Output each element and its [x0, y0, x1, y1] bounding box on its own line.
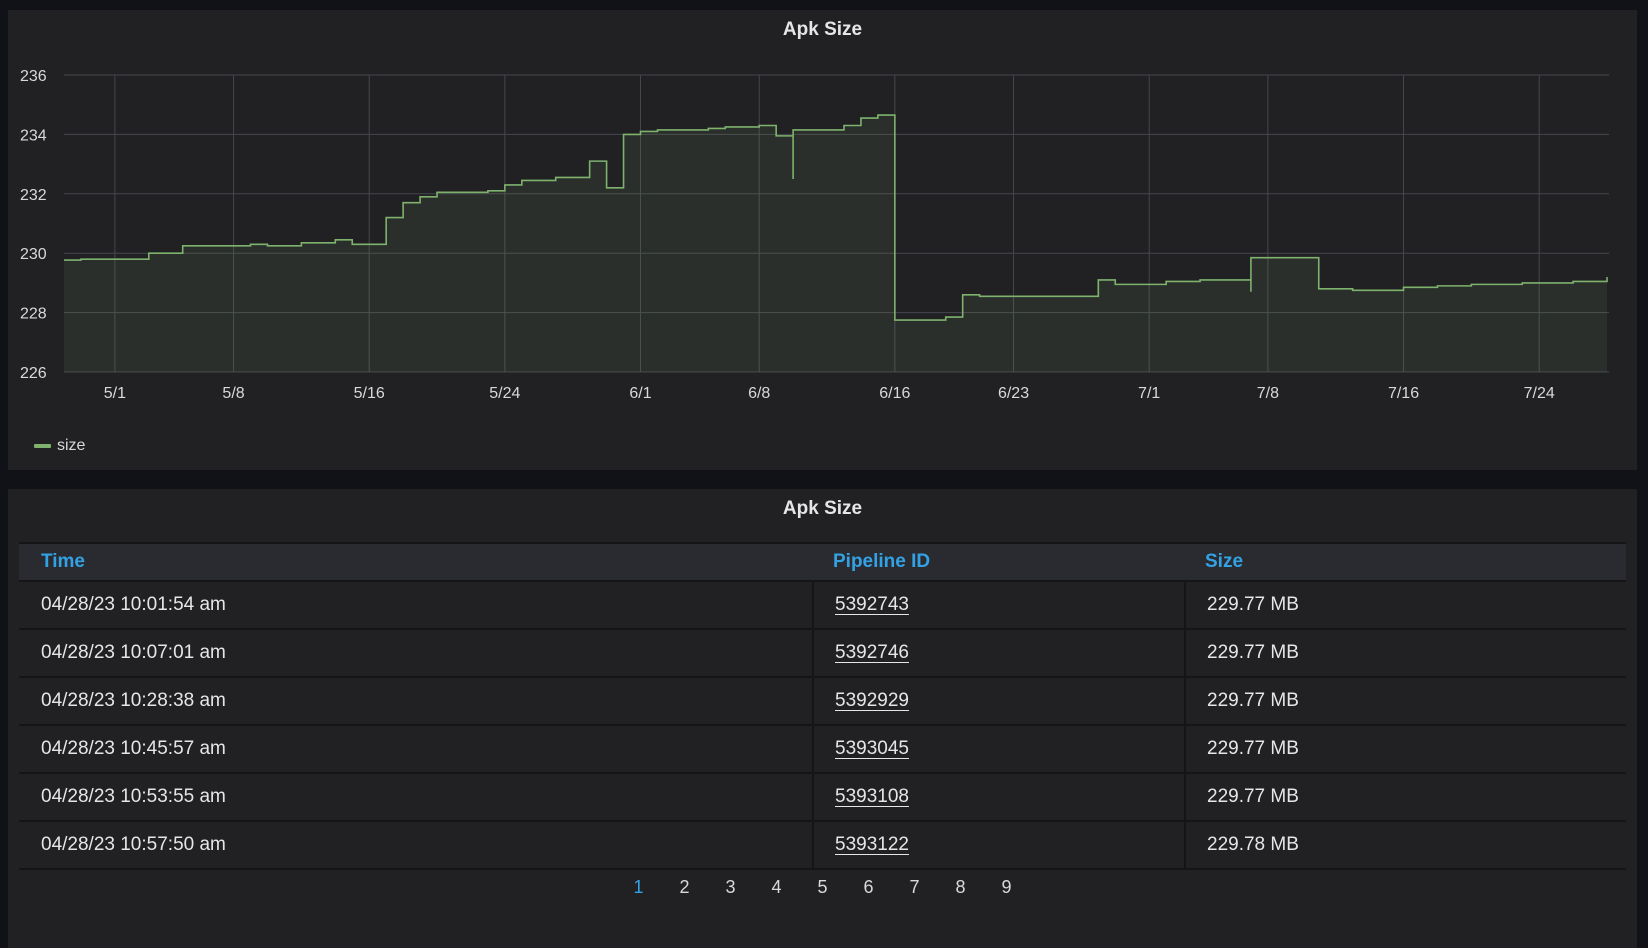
column-header-time[interactable]: Time [41, 551, 86, 572]
x-tick-label: 6/8 [748, 385, 770, 402]
page-button-1[interactable]: 1 [633, 877, 644, 897]
y-tick-label: 236 [20, 68, 47, 85]
y-tick-label: 232 [20, 187, 47, 204]
x-tick-label: 5/8 [222, 385, 244, 402]
page-button-9[interactable]: 9 [1001, 877, 1012, 897]
column-header-pipeline-id[interactable]: Pipeline ID [833, 551, 931, 572]
cell-pipeline-id: 5393108 [812, 774, 1184, 820]
cell-time: 04/28/23 10:57:50 am [41, 834, 226, 855]
page-button-8[interactable]: 8 [955, 877, 966, 897]
cell-pipeline-id: 5392929 [812, 678, 1184, 724]
x-tick-label: 5/16 [354, 385, 385, 402]
cell-time: 04/28/23 10:28:38 am [41, 690, 226, 711]
cell-size: 229.78 MB [1184, 822, 1626, 868]
table-row: 04/28/23 10:53:55 am 5393108 229.77 MB [19, 774, 1626, 822]
page-button-6[interactable]: 6 [863, 877, 874, 897]
x-tick-label: 6/1 [629, 385, 651, 402]
x-tick-label: 7/8 [1257, 385, 1279, 402]
pagination: 1 2 3 4 5 6 7 8 9 [8, 877, 1637, 898]
x-tick-label: 7/24 [1524, 385, 1555, 402]
cell-pipeline-id: 5392743 [812, 582, 1184, 628]
y-tick-label: 234 [20, 127, 47, 144]
cell-time: 04/28/23 10:53:55 am [41, 786, 226, 807]
page-button-4[interactable]: 4 [771, 877, 782, 897]
x-tick-label: 5/24 [489, 385, 520, 402]
apk-size-chart[interactable]: 236 234 232 230 228 226 5/1 5/8 5/16 5/24 6/1 6/8 6/… [8, 10, 1637, 470]
cell-time: 04/28/23 10:07:01 am [41, 642, 226, 663]
series-area-size [64, 115, 1607, 372]
pipeline-id-link[interactable]: 5392743 [835, 594, 909, 615]
cell-time: 04/28/23 10:45:57 am [41, 738, 226, 759]
column-header-size[interactable]: Size [1205, 551, 1244, 572]
cell-time: 04/28/23 10:01:54 am [41, 594, 226, 615]
pipeline-id-link[interactable]: 5393108 [835, 786, 909, 807]
page-button-5[interactable]: 5 [817, 877, 828, 897]
cell-size: 229.77 MB [1184, 582, 1626, 628]
table-row: 04/28/23 10:01:54 am 5392743 229.77 MB [19, 582, 1626, 630]
x-tick-label: 6/16 [879, 385, 910, 402]
pipeline-id-link[interactable]: 5393122 [835, 834, 909, 855]
y-tick-label: 230 [20, 246, 47, 263]
table-row: 04/28/23 10:57:50 am 5393122 229.78 MB [19, 822, 1626, 870]
series-line-size [64, 114, 1608, 321]
pipeline-id-link[interactable]: 5393045 [835, 738, 909, 759]
pipeline-id-link[interactable]: 5392746 [835, 642, 909, 663]
y-tick-label: 226 [20, 365, 47, 382]
cell-size: 229.77 MB [1184, 774, 1626, 820]
chart-panel: Apk Size 236 234 232 230 228 226 5/1 5/8 5/16 5/2… [8, 10, 1637, 470]
cell-pipeline-id: 5393045 [812, 726, 1184, 772]
table-body: 04/28/23 10:01:54 am 5392743 229.77 MB 04/2… [19, 582, 1626, 870]
chart-legend: size [34, 437, 85, 455]
table-row: 04/28/23 10:28:38 am 5392929 229.77 MB [19, 678, 1626, 726]
table-row: 04/28/23 10:07:01 am 5392746 229.77 MB [19, 630, 1626, 678]
cell-size: 229.77 MB [1184, 630, 1626, 676]
y-tick-label: 228 [20, 306, 47, 323]
cell-pipeline-id: 5392746 [812, 630, 1184, 676]
x-tick-label: 6/23 [998, 385, 1029, 402]
legend-swatch-size [34, 444, 51, 448]
x-tick-label: 5/1 [104, 385, 126, 402]
cell-size: 229.77 MB [1184, 726, 1626, 772]
legend-label-size[interactable]: size [57, 437, 86, 454]
cell-size: 229.77 MB [1184, 678, 1626, 724]
x-tick-label: 7/1 [1138, 385, 1160, 402]
table-panel-title[interactable]: Apk Size [782, 498, 863, 519]
page-button-3[interactable]: 3 [725, 877, 736, 897]
page-button-2[interactable]: 2 [679, 877, 690, 897]
x-tick-label: 7/16 [1388, 385, 1419, 402]
apk-size-table: Time Pipeline ID Size 04/28/23 10:01:54 … [19, 542, 1626, 870]
cell-pipeline-id: 5393122 [812, 822, 1184, 868]
table-header: Time Pipeline ID Size [19, 542, 1626, 582]
page-button-7[interactable]: 7 [909, 877, 920, 897]
chart-panel-title[interactable]: Apk Size [782, 19, 863, 40]
table-row: 04/28/23 10:45:57 am 5393045 229.77 MB [19, 726, 1626, 774]
pipeline-id-link[interactable]: 5392929 [835, 690, 909, 711]
table-panel: Apk Size Time Pipeline ID Size 04/28/23 … [8, 489, 1637, 948]
